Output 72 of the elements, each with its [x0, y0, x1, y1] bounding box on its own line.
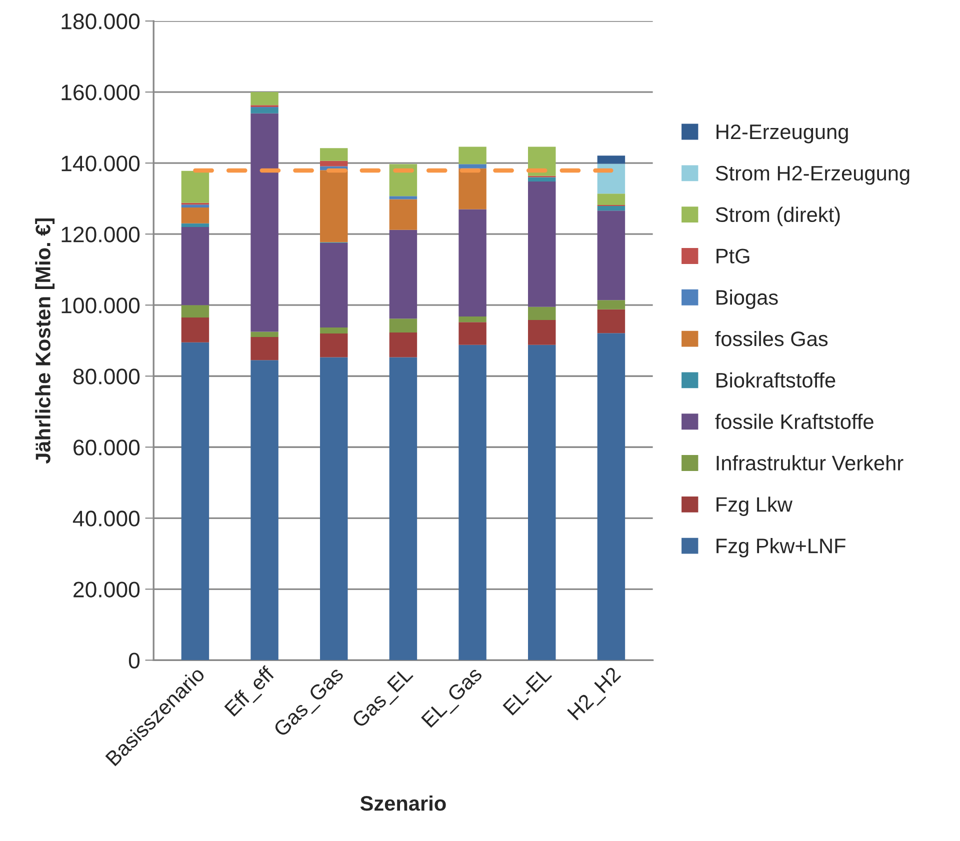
- bar: [320, 357, 348, 660]
- bar: [458, 209, 486, 316]
- bar: [528, 182, 556, 307]
- x-axis-title: Szenario: [360, 795, 446, 811]
- bar: [528, 177, 556, 182]
- bar: [597, 194, 626, 205]
- y-tick-label: 140.000: [62, 156, 140, 172]
- bar: [389, 230, 418, 319]
- bar: [458, 316, 486, 322]
- bar: [320, 327, 348, 334]
- bar: [389, 332, 418, 358]
- bar: [250, 108, 278, 114]
- bar: [458, 168, 486, 210]
- y-tick-label: 40.000: [72, 510, 140, 526]
- legend-label: Biogas: [716, 290, 778, 309]
- bar: [458, 164, 486, 168]
- bar: [389, 164, 418, 196]
- bar: [181, 223, 210, 227]
- legend-label: PtG: [716, 248, 750, 264]
- legend-label: Fzg Pkw+LNF: [716, 538, 846, 558]
- bar: [597, 164, 626, 194]
- bar: [181, 342, 210, 660]
- y-tick-label: 20.000: [74, 582, 140, 598]
- legend-label: Strom (direkt): [716, 206, 840, 226]
- bar: [528, 306, 556, 320]
- legend-label: fossile Kraftstoffe: [715, 414, 874, 430]
- bar: [181, 226, 210, 306]
- bar: [320, 334, 348, 358]
- legend-label: Infrastruktur Verkehr: [716, 455, 904, 470]
- bar: [597, 206, 626, 211]
- y-tick-label: 120.000: [62, 226, 140, 242]
- bar: [597, 156, 626, 164]
- bar: [181, 318, 210, 342]
- bar: [528, 344, 556, 660]
- y-axis-title: Jährliche Kosten [Mio. €]: [35, 218, 55, 464]
- bar: [250, 113, 278, 332]
- bar: [320, 242, 348, 328]
- bar: [181, 170, 210, 203]
- bar: [597, 333, 626, 660]
- legend-label: H2-Erzeugung: [716, 124, 848, 144]
- bar: [250, 332, 278, 338]
- y-tick-label: 160.000: [62, 84, 140, 100]
- bar: [250, 360, 278, 660]
- legend-label: Fzg Lkw: [716, 496, 792, 516]
- bar: [597, 300, 626, 310]
- bar: [458, 146, 486, 164]
- legend-label: Strom H2-Erzeugung: [716, 166, 910, 185]
- y-tick-label: 80.000: [73, 368, 140, 384]
- bar: [250, 92, 278, 106]
- y-tick-label: 100.000: [62, 298, 140, 314]
- bar: [320, 148, 348, 161]
- bar: [389, 318, 418, 332]
- bar: [250, 337, 278, 360]
- bar: [389, 199, 418, 230]
- y-tick-label: 0: [128, 652, 140, 668]
- bar: [320, 170, 348, 242]
- bar: [181, 207, 210, 224]
- legend-label: Biokraftstoffe: [716, 372, 836, 388]
- bar: [389, 196, 418, 200]
- bar: [528, 146, 556, 176]
- y-tick-label: 180.000: [62, 14, 140, 30]
- bar: [597, 309, 626, 334]
- legend-label: fossiles Gas: [715, 330, 828, 346]
- bar: [181, 305, 210, 318]
- bar: [320, 160, 348, 166]
- bar: [181, 204, 210, 208]
- bar: [458, 322, 486, 345]
- y-tick-label: 60.000: [74, 440, 140, 456]
- bar: [528, 320, 556, 345]
- bar: [597, 210, 626, 300]
- bar: [389, 357, 418, 660]
- bar: [458, 344, 486, 660]
